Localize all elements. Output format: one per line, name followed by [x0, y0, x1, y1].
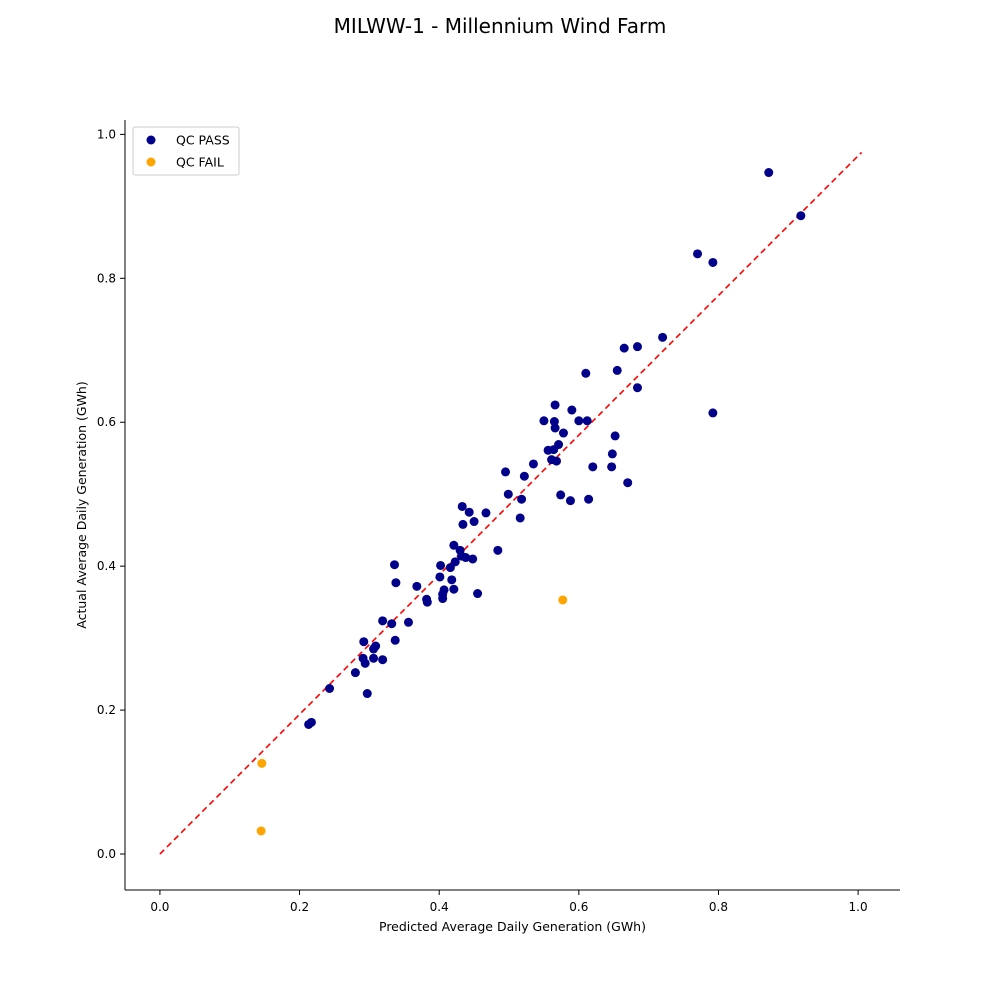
data-point-qc-pass: [549, 417, 559, 427]
data-point-qc-pass: [619, 343, 629, 353]
data-point-qc-pass: [556, 490, 566, 500]
x-tick-label: 0.2: [290, 900, 309, 914]
data-point-qc-pass: [796, 211, 806, 221]
data-point-qc-pass: [468, 554, 478, 564]
data-point-qc-pass: [387, 619, 397, 629]
data-point-qc-pass: [447, 575, 457, 585]
axes-layer: [124, 120, 900, 891]
data-point-qc-pass: [632, 342, 642, 352]
data-point-qc-pass: [519, 471, 529, 481]
data-point-qc-pass: [369, 653, 379, 663]
data-point-qc-pass: [574, 416, 584, 426]
data-point-qc-pass: [436, 560, 446, 570]
data-point-qc-pass: [378, 655, 388, 665]
data-point-qc-fail: [257, 758, 267, 768]
data-point-qc-pass: [403, 617, 413, 627]
y-tick-label: 1.0: [97, 127, 116, 141]
data-point-qc-pass: [567, 405, 577, 415]
data-point-qc-pass: [325, 684, 335, 694]
x-tick-label: 1.0: [849, 900, 868, 914]
data-point-qc-pass: [304, 719, 314, 729]
data-point-qc-pass: [623, 478, 633, 488]
data-point-qc-pass: [435, 572, 445, 582]
y-tick-label: 0.4: [97, 559, 116, 573]
data-point-qc-pass: [632, 383, 642, 393]
chart-title: MILWW-1 - Millennium Wind Farm: [333, 14, 667, 38]
data-point-qc-pass: [362, 689, 372, 699]
y-tick-label: 0.2: [97, 703, 116, 717]
data-point-qc-pass: [503, 489, 513, 499]
data-point-qc-pass: [517, 494, 527, 504]
data-point-qc-pass: [558, 428, 568, 438]
x-tick-label: 0.8: [709, 900, 728, 914]
data-point-qc-pass: [584, 494, 594, 504]
legend-marker-qc-pass: [146, 135, 156, 145]
data-point-qc-fail: [558, 595, 568, 605]
data-point-qc-pass: [461, 553, 471, 563]
data-point-qc-pass: [458, 519, 468, 529]
data-point-qc-pass: [445, 563, 455, 573]
data-point-qc-pass: [708, 257, 718, 267]
data-point-qc-pass: [449, 584, 459, 594]
data-point-qc-pass: [469, 517, 479, 527]
x-tick-label: 0.4: [430, 900, 449, 914]
data-point-qc-pass: [369, 644, 379, 654]
data-point-qc-pass: [708, 408, 718, 418]
data-point-qc-pass: [464, 507, 474, 517]
reference-line: [159, 151, 863, 855]
y-tick-label: 0.6: [97, 415, 116, 429]
points-layer: [256, 168, 806, 836]
data-point-qc-pass: [550, 423, 560, 433]
data-point-qc-pass: [549, 445, 559, 455]
data-point-qc-pass: [607, 449, 617, 459]
data-point-qc-pass: [391, 578, 401, 588]
data-point-qc-pass: [359, 637, 369, 647]
data-point-qc-pass: [581, 368, 591, 378]
ticks-layer: 0.0 0.2 0.4 0.6 0.8 1.0 0.0 0.2 0.4 0.6 0.8 1.0: [97, 127, 868, 914]
x-axis-label: Predicted Average Daily Generation (GWh): [379, 919, 646, 934]
y-axis-label: Actual Average Daily Generation (GWh): [74, 381, 89, 628]
data-point-qc-pass: [607, 462, 617, 472]
legend-label-qc-pass: QC PASS: [176, 133, 230, 148]
data-point-qc-pass: [350, 668, 360, 678]
data-point-qc-pass: [528, 459, 538, 469]
data-point-qc-pass: [658, 332, 668, 342]
data-point-qc-pass: [764, 168, 774, 178]
data-point-qc-pass: [473, 589, 483, 599]
data-point-qc-pass: [612, 365, 622, 375]
data-point-qc-pass: [360, 658, 370, 668]
data-point-qc-pass: [551, 456, 561, 466]
data-point-qc-pass: [582, 416, 592, 426]
data-point-qc-pass: [493, 545, 503, 555]
x-tick-label: 0.0: [150, 900, 169, 914]
x-tick-label: 0.6: [569, 900, 588, 914]
legend-box: [132, 126, 240, 176]
data-point-qc-pass: [438, 594, 448, 604]
data-point-qc-fail: [256, 826, 266, 836]
reference-line-layer: [159, 151, 863, 855]
data-point-qc-pass: [588, 462, 598, 472]
data-point-qc-pass: [390, 635, 400, 645]
legend-label-qc-fail: QC FAIL: [176, 155, 224, 170]
data-point-qc-pass: [565, 496, 575, 506]
data-point-qc-pass: [693, 249, 703, 259]
legend: QC PASS QC FAIL: [132, 126, 240, 176]
data-point-qc-pass: [539, 416, 549, 426]
data-point-qc-pass: [550, 400, 560, 410]
data-point-qc-pass: [515, 513, 525, 523]
data-point-qc-pass: [481, 508, 491, 518]
data-point-qc-pass: [422, 597, 432, 607]
data-point-qc-pass: [501, 467, 511, 477]
y-tick-label: 0.0: [97, 847, 116, 861]
data-point-qc-pass: [412, 581, 422, 591]
data-point-qc-pass: [449, 540, 459, 550]
y-tick-label: 0.8: [97, 271, 116, 285]
legend-marker-qc-fail: [146, 157, 156, 167]
data-point-qc-pass: [610, 431, 620, 441]
data-point-qc-pass: [390, 560, 400, 570]
data-point-qc-pass: [378, 616, 388, 626]
data-point-qc-pass: [457, 501, 467, 511]
